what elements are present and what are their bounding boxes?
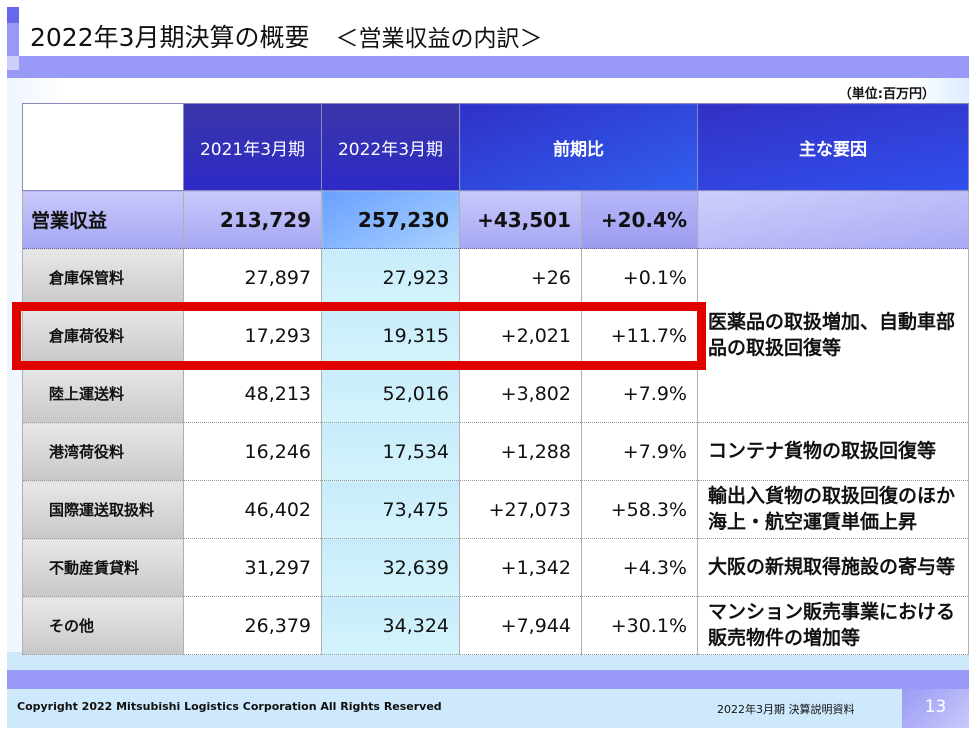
row-label: 倉庫保管料 — [22, 248, 184, 307]
cell-fy2021: 17,293 — [183, 306, 322, 365]
cell-fy2022: 19,315 — [321, 306, 460, 365]
cell-fy2021: 48,213 — [183, 364, 322, 423]
table-row: 不動産賃貸料 31,297 32,639 +1,342 +4.3% 大阪の新規取… — [22, 538, 969, 597]
cell-fy2022: 27,923 — [321, 248, 460, 307]
cell-fy2021: 31,297 — [183, 538, 322, 597]
cell-fy2021: 46,402 — [183, 480, 322, 539]
cell-pct: +0.1% — [581, 248, 698, 307]
cell-diff: +1,342 — [459, 538, 582, 597]
header-fy2021: 2021年3月期 — [183, 103, 322, 191]
page-title: 2022年3月期決算の概要 ＜営業収益の内訳＞ — [30, 18, 543, 54]
copyright-text: Copyright 2022 Mitsubishi Logistics Corp… — [17, 700, 442, 713]
cell-diff: +27,073 — [459, 480, 582, 539]
cell-fy2021: 27,897 — [183, 248, 322, 307]
cell-fy2022: 257,230 — [321, 190, 460, 249]
cell-pct: +20.4% — [581, 190, 698, 249]
cell-factor: コンテナ貨物の取扱回復等 — [697, 422, 969, 481]
row-label: 陸上運送料 — [22, 364, 184, 423]
header-blank — [22, 103, 184, 191]
cell-pct: +7.9% — [581, 422, 698, 481]
cell-fy2021: 26,379 — [183, 596, 322, 655]
cell-diff: +7,944 — [459, 596, 582, 655]
header-comparison: 前期比 — [459, 103, 698, 191]
cell-fy2021: 213,729 — [183, 190, 322, 249]
row-label: 倉庫荷役料 — [22, 306, 184, 365]
cell-pct: +58.3% — [581, 480, 698, 539]
row-label: 国際運送取扱料 — [22, 480, 184, 539]
cell-factor: 医薬品の取扱増加、自動車部品の取扱回復等 — [697, 248, 969, 423]
table-row: 倉庫保管料 27,897 27,923 +26 +0.1% 医薬品の取扱増加、自… — [22, 248, 969, 423]
title-underline-bar — [19, 56, 969, 78]
header-factors: 主な要因 — [697, 103, 969, 191]
table-row: 倉庫荷役料 17,293 19,315 +2,021 +11.7% — [22, 306, 969, 365]
cell-diff: +2,021 — [459, 306, 582, 365]
revenue-breakdown-table: 2021年3月期 2022年3月期 前期比 主な要因 営業収益 213,729 … — [22, 103, 969, 655]
cell-diff: +26 — [459, 248, 582, 307]
page-title-main: 2022年3月期決算の概要 — [30, 23, 310, 52]
cell-factor: 大阪の新規取得施設の寄与等 — [697, 538, 969, 597]
cell-pct: +4.3% — [581, 538, 698, 597]
table-header-row: 2021年3月期 2022年3月期 前期比 主な要因 — [22, 103, 969, 191]
row-label: 営業収益 — [22, 190, 184, 249]
cell-diff: +43,501 — [459, 190, 582, 249]
unit-label: （単位:百万円） — [838, 87, 935, 102]
table-row: 陸上運送料 48,213 52,016 +3,802 +7.9% — [22, 364, 969, 423]
title-accent — [7, 56, 19, 70]
cell-factor — [697, 190, 969, 249]
content-bottom-band — [7, 652, 969, 670]
cell-diff: +1,288 — [459, 422, 582, 481]
cell-fy2022: 17,534 — [321, 422, 460, 481]
title-underline-bar — [7, 70, 19, 78]
cell-pct: +30.1% — [581, 596, 698, 655]
row-label: 港湾荷役料 — [22, 422, 184, 481]
table-row: その他 26,379 34,324 +7,944 +30.1% マンション販売事… — [22, 596, 969, 655]
document-name: 2022年3月期 決算説明資料 — [717, 703, 855, 716]
cell-fy2022: 32,639 — [321, 538, 460, 597]
cell-diff: +3,802 — [459, 364, 582, 423]
header-fy2022: 2022年3月期 — [321, 103, 460, 191]
table-row-total: 営業収益 213,729 257,230 +43,501 +20.4% — [22, 190, 969, 249]
cell-fy2022: 34,324 — [321, 596, 460, 655]
table-row: 港湾荷役料 16,246 17,534 +1,288 +7.9% コンテナ貨物の… — [22, 422, 969, 481]
table-row: 国際運送取扱料 46,402 73,475 +27,073 +58.3% 輸出入… — [22, 480, 969, 539]
page-number: 13 — [902, 689, 969, 728]
cell-fy2022: 52,016 — [321, 364, 460, 423]
footer-bar — [7, 670, 969, 689]
cell-fy2022: 73,475 — [321, 480, 460, 539]
cell-factor: マンション販売事業における販売物件の増加等 — [697, 596, 969, 655]
row-label: 不動産賃貸料 — [22, 538, 184, 597]
cell-pct: +11.7% — [581, 306, 698, 365]
title-accent — [7, 23, 19, 56]
footer — [7, 689, 902, 728]
cell-factor: 輸出入貨物の取扱回復のほか海上・航空運賃単価上昇 — [697, 480, 969, 539]
page-title-sub: ＜営業収益の内訳＞ — [335, 26, 543, 52]
cell-fy2021: 16,246 — [183, 422, 322, 481]
title-accent — [7, 7, 19, 23]
cell-pct: +7.9% — [581, 364, 698, 423]
row-label: その他 — [22, 596, 184, 655]
